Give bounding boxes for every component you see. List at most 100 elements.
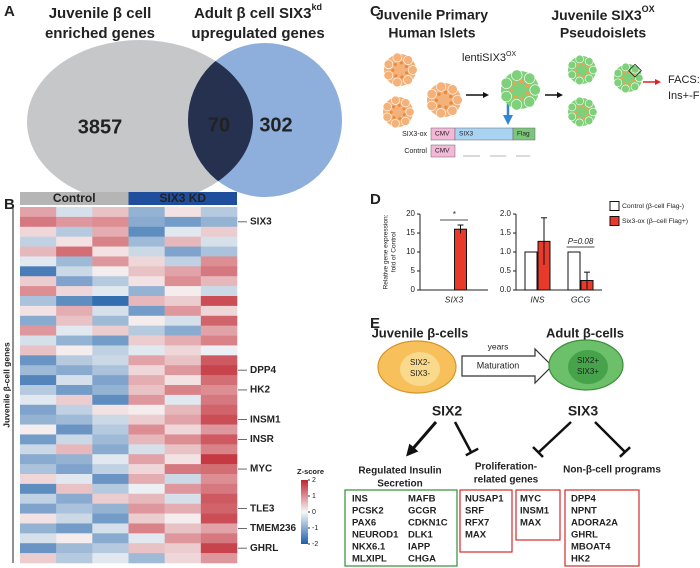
heatmap-cell <box>92 365 129 376</box>
y-tick-label: 20 <box>406 209 415 218</box>
heatmap-cell <box>92 454 129 465</box>
heatmap-cell <box>92 424 129 435</box>
pseudoislet-cell <box>567 70 577 80</box>
pseudoislet-nucleus <box>576 115 580 119</box>
gene-name: MYC <box>520 494 541 505</box>
heatmap-cell <box>128 385 165 396</box>
heatmap-cell <box>164 464 202 475</box>
activation-arrow <box>406 421 438 457</box>
vector-label: lentiSIX3OX <box>462 51 516 64</box>
transduced-islet-nucleus <box>513 95 517 99</box>
program-title: Regulated Insulin <box>358 466 441 477</box>
heatmap-cell <box>200 454 238 465</box>
heatmap-cell <box>92 444 129 455</box>
primary-islet-cell <box>447 84 458 95</box>
venn-title: Juvenile β cell <box>49 5 152 22</box>
construct-part-label: SIX3 <box>459 131 473 138</box>
transduced-islet-cell <box>510 99 523 111</box>
heatmap-cell <box>200 207 238 218</box>
heatmap-cell <box>164 375 202 386</box>
transduced-islet-cell <box>500 90 512 103</box>
heatmap-cell <box>200 276 238 287</box>
primary-islet-nucleus <box>405 71 409 75</box>
construct-name: Control <box>404 148 427 155</box>
gene-name: MLXIPL <box>352 554 387 565</box>
gene-label: HK2 <box>250 385 270 396</box>
gene-label: TLE3 <box>250 503 275 514</box>
heatmap-cell <box>56 434 93 445</box>
heatmap-cell <box>56 394 93 406</box>
pseudoislet-nucleus <box>576 63 580 67</box>
heatmap-cell <box>200 513 238 524</box>
heatmap-cell <box>164 533 202 544</box>
heatmap-cell <box>164 365 202 376</box>
heatmap-cell <box>56 513 93 524</box>
heatmap-cell <box>56 464 93 475</box>
pseudoislet-cell <box>584 57 594 66</box>
x-tick-label: GCG <box>571 294 591 304</box>
heatmap-cell <box>128 305 165 317</box>
heatmap-cell <box>56 296 93 307</box>
heatmap-cell <box>164 216 202 228</box>
heatmap-cell <box>92 216 129 228</box>
schematic-title-part: Juvenile SIX3 <box>551 7 641 23</box>
pseudoislet-nucleus <box>581 104 585 108</box>
heatmap-cell <box>56 315 93 326</box>
primary-islet-cell <box>400 116 410 126</box>
pseudoislet-nucleus <box>622 71 626 75</box>
heatmap-cell <box>92 434 129 445</box>
heatmap-cell <box>56 533 93 544</box>
heatmap-cell <box>128 464 165 475</box>
gene-name: PAX6 <box>352 518 376 529</box>
gene-name: IAPP <box>408 542 431 553</box>
pseudoislet-cell <box>575 118 584 128</box>
pseudoislet-cell <box>575 96 584 106</box>
stage-title: Juvenile β-cells <box>372 325 469 340</box>
gene-name: MAFB <box>408 494 436 505</box>
heatmap-cell <box>20 256 57 267</box>
heatmap-cell <box>56 246 93 257</box>
heatmap-cell <box>200 325 238 336</box>
heatmap-cell <box>92 385 129 396</box>
program-title: Secretion <box>377 479 423 490</box>
heatmap-cell <box>92 345 129 356</box>
gene-name: DLK1 <box>408 530 434 541</box>
primary-islet-nucleus <box>449 94 453 99</box>
panel-letter: A <box>4 3 15 20</box>
facs-label: Ins+-Flag+ <box>668 90 700 102</box>
heatmap-cell <box>200 394 238 406</box>
primary-islet-cell <box>435 108 446 119</box>
heatmap-cell <box>128 553 165 564</box>
bar <box>454 228 467 291</box>
construct-part-label: Flag <box>517 131 530 138</box>
panel-letter: C <box>370 3 381 20</box>
primary-islet-cell <box>390 95 400 105</box>
gene-box <box>459 489 513 553</box>
heatmap-cell <box>56 207 93 218</box>
primary-islet-nucleus <box>404 65 408 69</box>
heatmap-cell <box>20 513 57 524</box>
heatmap-cell <box>200 444 238 455</box>
heatmap-cell <box>164 553 202 564</box>
pseudoislet-cell <box>588 65 598 75</box>
heatmap-cell <box>20 503 57 514</box>
heatmap-cell <box>92 276 129 287</box>
primary-islet-cell <box>403 75 413 85</box>
gene-name: MBOAT4 <box>571 542 611 553</box>
heatmap-cell <box>164 493 202 504</box>
pseudoislet-cell <box>567 102 577 112</box>
gene-name: SRF <box>465 506 484 517</box>
transduced-islet-cell <box>524 72 536 84</box>
heatmap-cell <box>200 503 238 514</box>
heatmap-cell <box>128 493 165 504</box>
heatmap-cell <box>56 444 93 455</box>
gene-name: NPNT <box>571 506 597 517</box>
heatmap-cell <box>164 513 202 524</box>
heatmap-cell <box>56 483 93 495</box>
heatmap-cell <box>56 226 93 237</box>
venn-count: 3857 <box>78 116 123 138</box>
bar <box>567 251 581 291</box>
primary-islet-nucleus <box>393 62 397 67</box>
heatmap-cell <box>92 355 129 366</box>
heatmap-cell <box>128 335 165 346</box>
